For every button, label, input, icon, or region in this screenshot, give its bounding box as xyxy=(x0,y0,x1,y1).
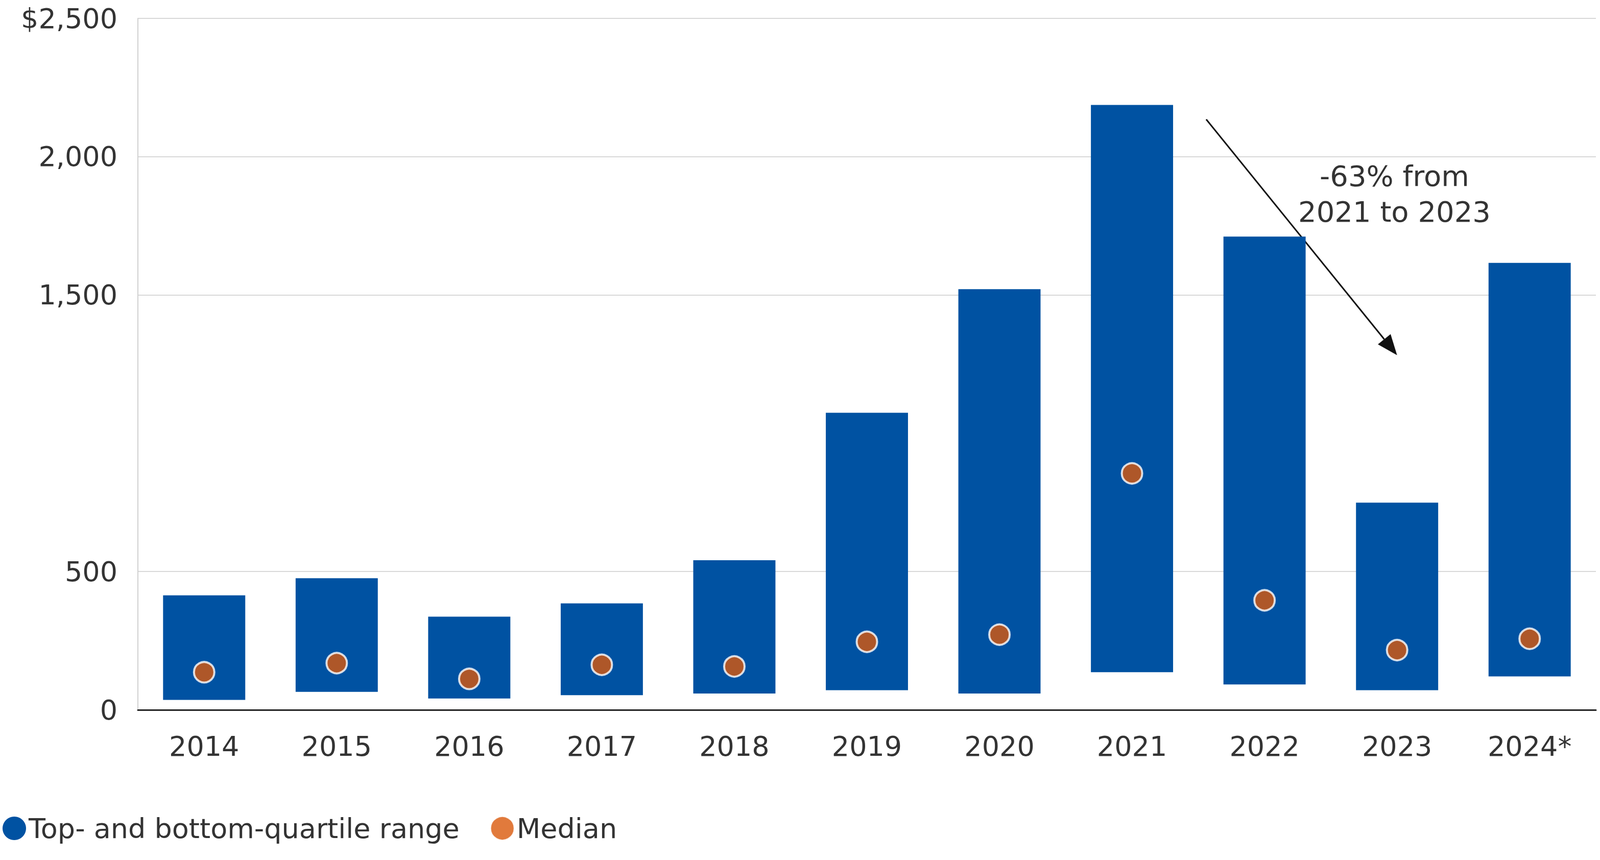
svg-text:2016: 2016 xyxy=(434,730,505,763)
svg-text:2019: 2019 xyxy=(831,730,902,763)
svg-text:2021: 2021 xyxy=(1096,730,1167,763)
svg-text:2021 to 2023: 2021 to 2023 xyxy=(1298,195,1491,229)
svg-text:2017: 2017 xyxy=(566,730,637,763)
svg-text:500: 500 xyxy=(64,555,118,588)
svg-text:2014: 2014 xyxy=(169,730,240,763)
svg-text:2024*: 2024* xyxy=(1487,730,1572,763)
svg-text:$2,500: $2,500 xyxy=(20,2,118,35)
svg-text:2020: 2020 xyxy=(964,730,1035,763)
svg-text:0: 0 xyxy=(100,694,118,727)
svg-text:Median: Median xyxy=(516,812,617,845)
svg-text:Top- and bottom-quartile range: Top- and bottom-quartile range xyxy=(28,812,460,845)
svg-text:2015: 2015 xyxy=(301,730,372,763)
svg-text:2018: 2018 xyxy=(699,730,770,763)
svg-text:2023: 2023 xyxy=(1362,730,1432,763)
svg-text:1,500: 1,500 xyxy=(38,278,118,312)
svg-text:-63% from: -63% from xyxy=(1319,159,1470,193)
svg-text:2,000: 2,000 xyxy=(38,140,118,173)
svg-text:2022: 2022 xyxy=(1229,730,1300,763)
